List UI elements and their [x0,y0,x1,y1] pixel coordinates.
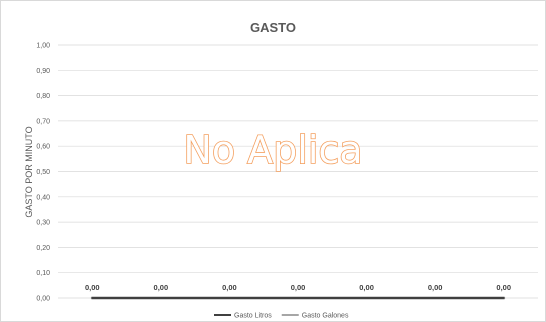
data-label: 0,00 [154,283,169,292]
data-label: 0,00 [222,283,237,292]
data-label: 0,00 [359,283,374,292]
y-tick-label: 0,30 [36,220,50,227]
legend: Gasto Litros Gasto Galones [214,313,349,320]
y-tick-label: 0,80 [36,93,50,100]
y-tick-label: 0,50 [36,169,50,176]
data-label: 0,00 [291,283,306,292]
y-tick-label: 0,40 [36,194,50,201]
y-tick-label: 0,00 [36,296,50,303]
legend-label: Gasto Litros [234,313,272,320]
y-tick-labels: 0,00 0,10 0,20 0,30 0,40 0,50 0,60 0,70 0,80 0,90… [36,43,50,303]
data-label: 0,00 [496,283,511,292]
y-tick-label: 1,00 [36,43,50,50]
y-axis-label: GASTO POR MINUTO [24,126,34,217]
data-labels: 0,00 0,00 0,00 0,00 0,00 0,00 0,00 [85,283,511,292]
y-tick-label: 0,20 [36,245,50,252]
y-tick-label: 0,60 [36,144,50,151]
y-tick-label: 0,70 [36,118,50,125]
y-tick-label: 0,90 [36,68,50,75]
data-label: 0,00 [85,283,100,292]
data-label: 0,00 [428,283,443,292]
legend-label: Gasto Galones [302,313,349,320]
chart-title: GASTO [250,20,296,35]
y-tick-label: 0,10 [36,270,50,277]
no-aplica-watermark: No Aplica [183,128,362,172]
